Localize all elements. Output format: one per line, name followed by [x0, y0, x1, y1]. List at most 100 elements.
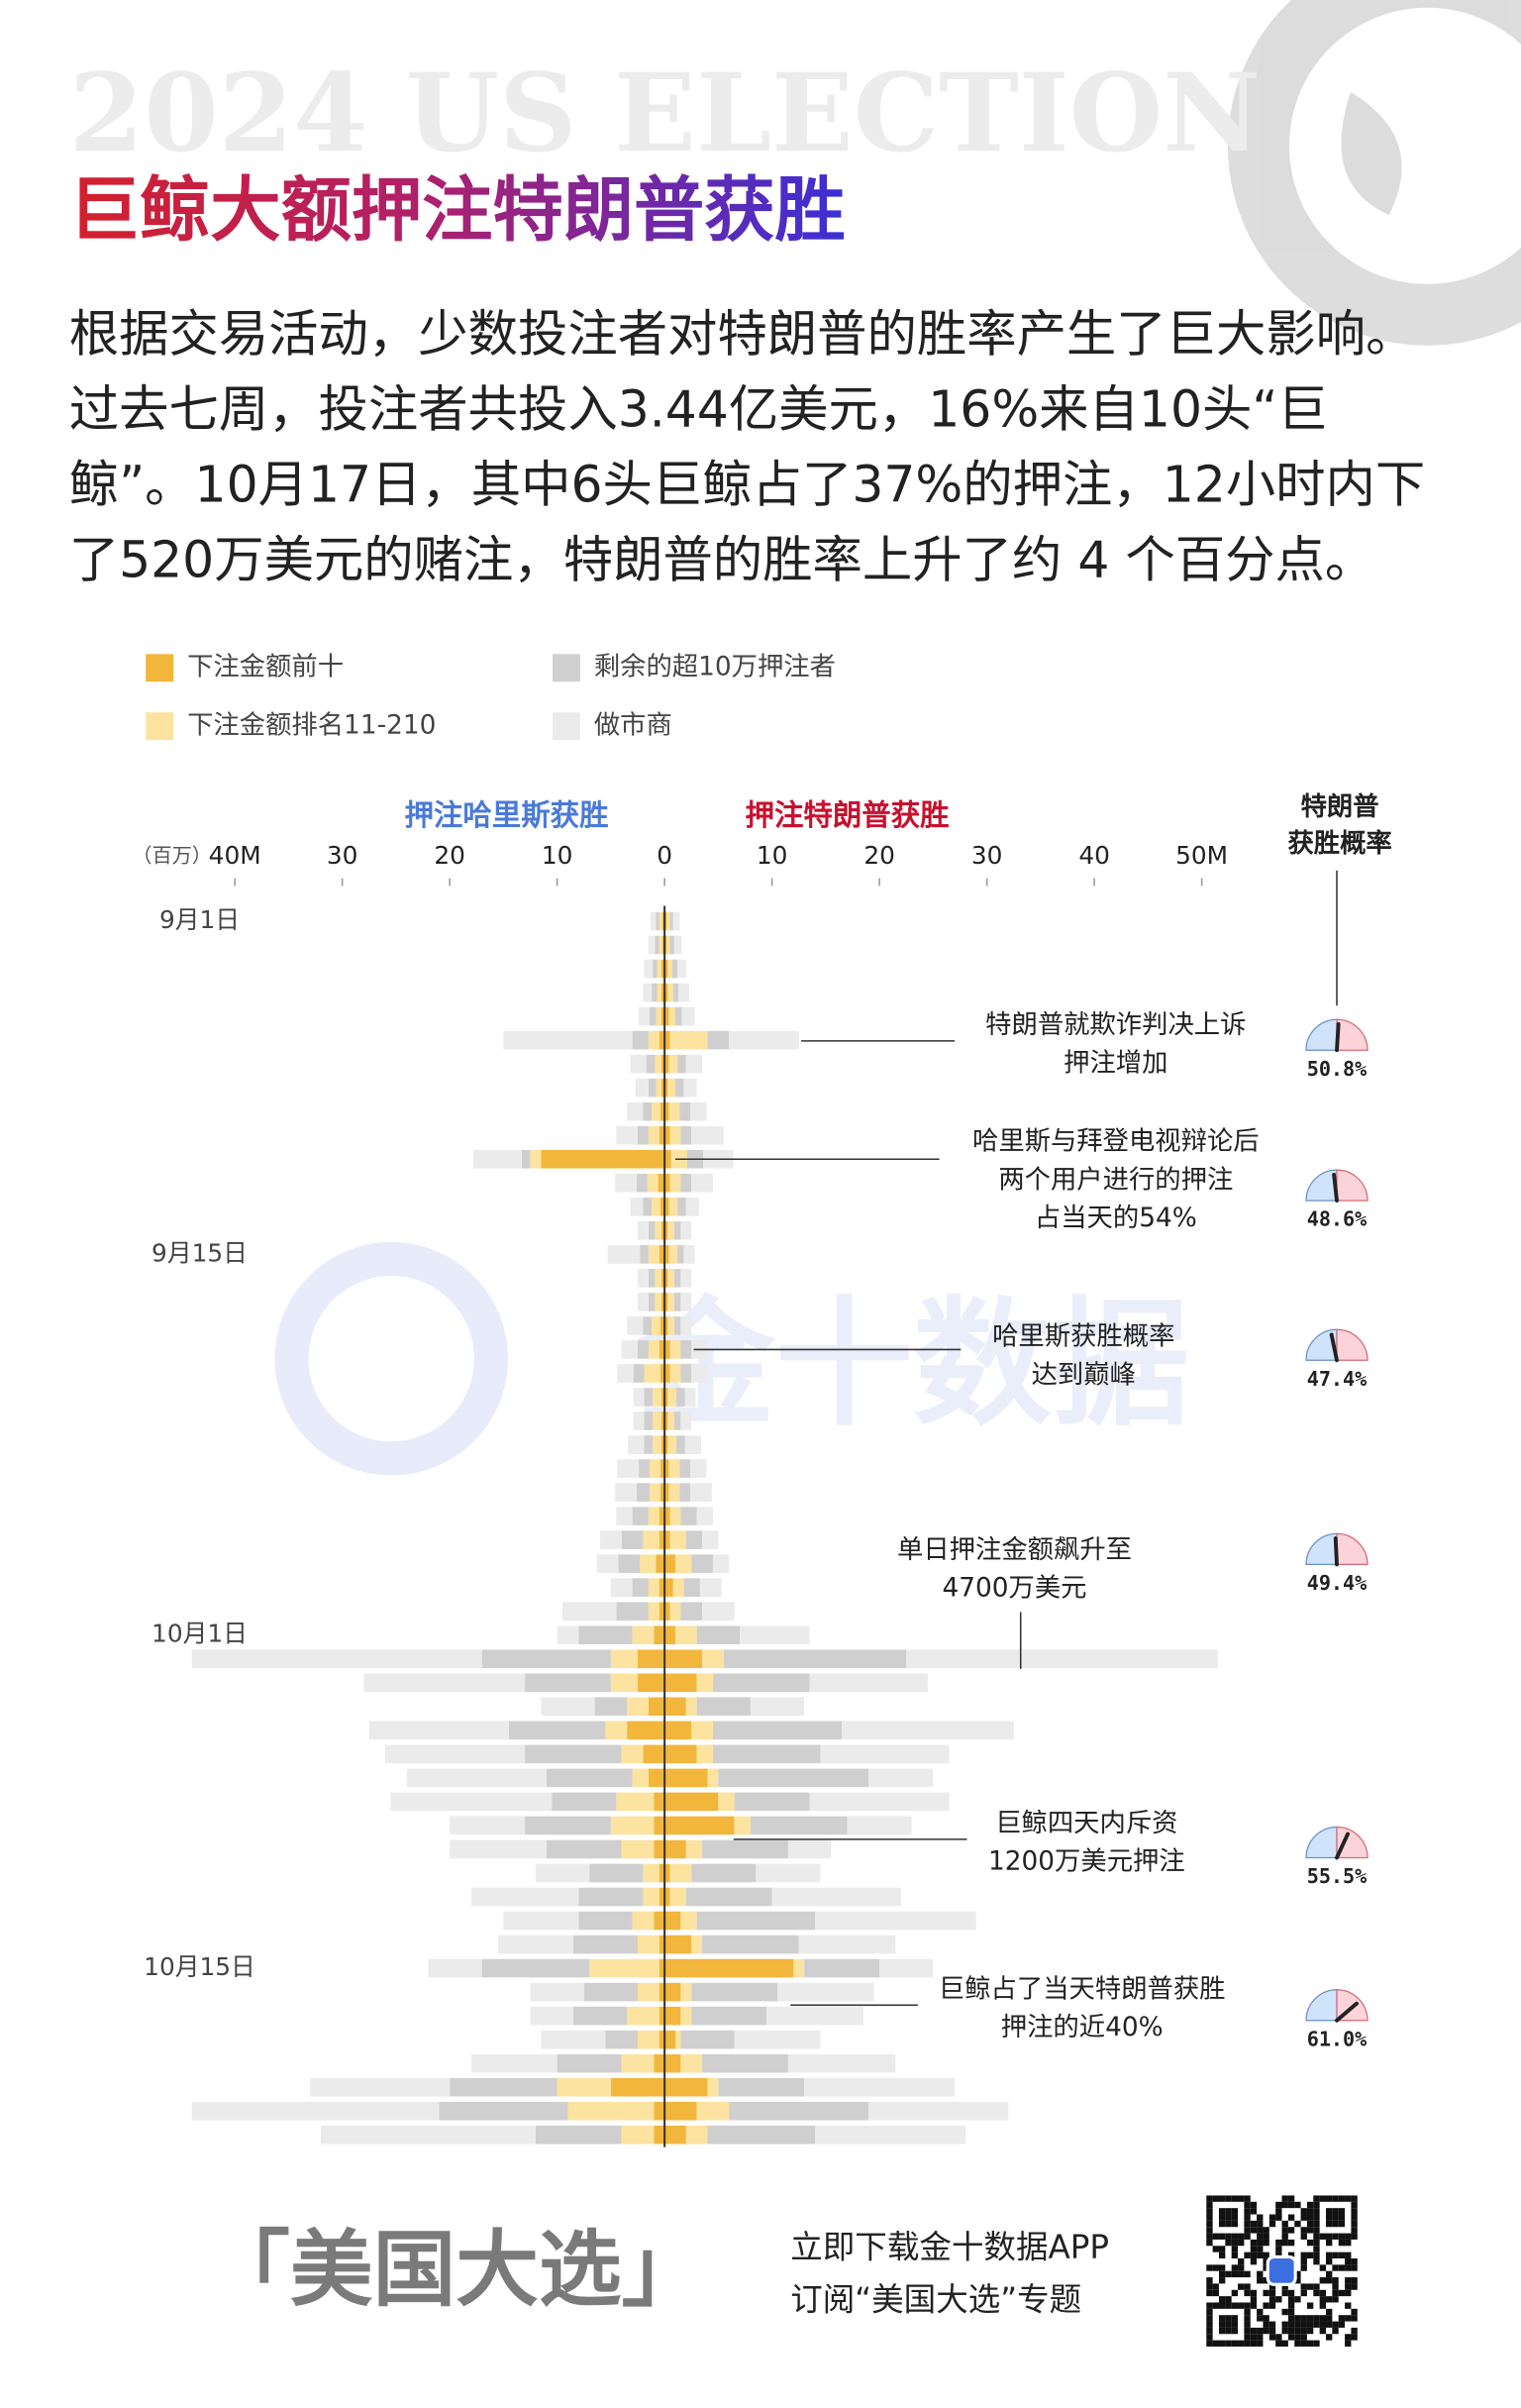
qr-cell — [1345, 2302, 1352, 2309]
qr-cell — [1206, 2220, 1213, 2228]
bar-segment — [660, 1412, 665, 1430]
bar-segment — [648, 1245, 659, 1264]
qr-cell — [1332, 2321, 1339, 2328]
bar-segment — [661, 935, 665, 955]
bar-segment — [787, 2053, 896, 2073]
bar-segment — [660, 1221, 665, 1240]
qr-cell — [1300, 2233, 1307, 2240]
qr-cell — [1345, 2334, 1352, 2341]
qr-cell — [1326, 2258, 1333, 2265]
bar-segment — [667, 1388, 677, 1407]
bar-segment — [673, 1269, 681, 1288]
qr-cell — [1263, 2327, 1269, 2335]
bar-segment — [672, 911, 680, 931]
qr-cell — [1338, 2214, 1346, 2221]
bar-segment — [690, 1483, 712, 1502]
qr-cell — [1268, 2302, 1276, 2309]
bar-segment — [699, 1578, 722, 1597]
qr-cell — [1287, 2302, 1295, 2309]
bar-segment — [664, 1530, 670, 1549]
bar-segment — [696, 1625, 741, 1645]
qr-cell — [1275, 2208, 1282, 2215]
qr-cell — [1287, 2334, 1295, 2341]
bar-segment — [669, 911, 673, 931]
bar-segment — [664, 2101, 697, 2121]
qr-cell — [1250, 2239, 1258, 2247]
bar-segment — [668, 1197, 678, 1216]
bar-segment — [530, 1149, 542, 1169]
bar-segment — [656, 1078, 661, 1098]
qr-cell — [1313, 2289, 1320, 2297]
bar-segment — [530, 1982, 584, 2002]
bar-segment — [664, 1316, 668, 1335]
bar-segment — [654, 1839, 665, 1859]
bar-segment — [667, 1269, 674, 1288]
qr-cell — [1345, 2233, 1352, 2240]
bar-segment — [660, 1388, 665, 1407]
bar-segment — [643, 1863, 659, 1883]
footer-line: 订阅“美国大选”专题 — [790, 2280, 1081, 2318]
qr-cell — [1218, 2315, 1226, 2322]
qr-cell — [1231, 2315, 1239, 2322]
qr-cell — [1231, 2220, 1239, 2228]
qr-cell — [1306, 2302, 1314, 2309]
footer-line: 立即下载金十数据APP — [790, 2229, 1109, 2266]
qr-cell — [1326, 2233, 1333, 2240]
qr-cell — [1268, 2214, 1276, 2221]
qr-cell — [1268, 2334, 1276, 2341]
qr-cell — [1250, 2246, 1258, 2252]
qr-cell — [1206, 2214, 1213, 2221]
qr-cell — [1332, 2264, 1339, 2271]
bar-segment — [680, 2006, 692, 2026]
bar-segment — [734, 2030, 821, 2049]
qr-cell — [1257, 2334, 1264, 2341]
qr-cell — [1238, 2302, 1245, 2309]
bar-segment — [664, 911, 667, 931]
bar-segment — [640, 1554, 657, 1573]
bar-segment — [664, 1030, 670, 1050]
bar-segment — [664, 1958, 794, 1978]
bar-segment — [664, 1197, 669, 1216]
bar-segment — [660, 1435, 665, 1454]
x-tick-label: 10 — [757, 841, 788, 870]
bar-segment — [673, 1293, 681, 1311]
qr-cell — [1218, 2251, 1226, 2259]
bar-segment — [696, 1697, 751, 1717]
qr-cell — [1313, 2283, 1320, 2290]
bar-segment — [669, 1030, 708, 1050]
qr-cell — [1225, 2214, 1232, 2221]
qr-cell — [1238, 2264, 1245, 2271]
bar-segment — [632, 1625, 655, 1645]
bar-segment — [649, 1006, 657, 1026]
qr-cell — [1338, 2233, 1346, 2240]
bar-segment — [557, 2077, 611, 2097]
bar-segment — [664, 1554, 675, 1573]
bar-segment — [630, 1054, 647, 1074]
qr-cell — [1287, 2239, 1295, 2247]
bar-segment — [729, 1030, 799, 1050]
qr-cell — [1244, 2251, 1251, 2259]
bar-segment — [659, 2030, 665, 2049]
bar-segment — [659, 1125, 665, 1145]
qr-cell — [1351, 2315, 1358, 2322]
bar-segment — [664, 1221, 668, 1240]
qr-cell — [1206, 2289, 1213, 2297]
qr-cell — [1313, 2195, 1320, 2202]
legend-label: 下注金额前十 — [187, 653, 344, 682]
bar-segment — [678, 983, 690, 1002]
qr-cell — [1231, 2270, 1239, 2278]
bar-segment — [589, 1958, 659, 1978]
bar-segment — [707, 2125, 816, 2145]
qr-cell — [1345, 2251, 1352, 2259]
bar-segment — [712, 1744, 821, 1764]
qr-cell — [1294, 2334, 1301, 2341]
bar-segment — [685, 1197, 699, 1216]
qr-cell — [1244, 2208, 1251, 2215]
qr-cell — [1287, 2327, 1295, 2335]
bar-segment — [690, 1101, 707, 1121]
bar-segment — [667, 1293, 674, 1311]
qr-cell — [1250, 2340, 1258, 2347]
qr-cell — [1268, 2283, 1276, 2290]
qr-cell — [1231, 2321, 1239, 2328]
qr-cell — [1306, 2283, 1314, 2290]
